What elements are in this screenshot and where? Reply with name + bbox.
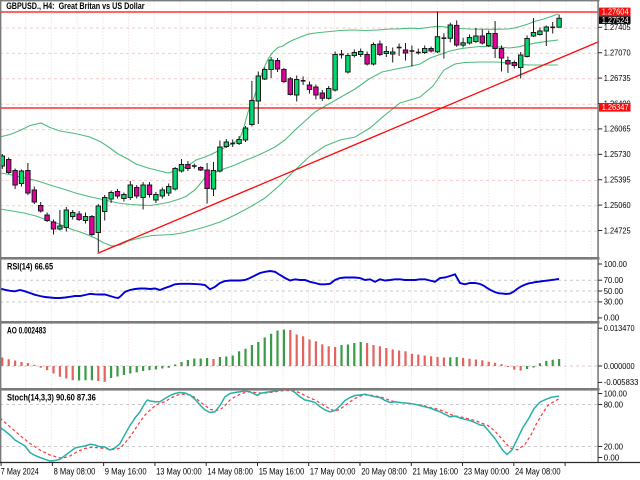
svg-text:1.24725: 1.24725	[604, 226, 631, 235]
svg-text:AO 0.002483: AO 0.002483	[7, 325, 46, 335]
svg-text:80.00: 80.00	[604, 400, 624, 409]
svg-text:-0.005833: -0.005833	[604, 378, 639, 387]
svg-text:23 May 00:00: 23 May 00:00	[464, 466, 510, 476]
svg-text:1.27524: 1.27524	[602, 16, 629, 25]
svg-text:1.27070: 1.27070	[604, 49, 631, 58]
svg-text:0.000000: 0.000000	[604, 362, 635, 371]
svg-text:0.00: 0.00	[604, 314, 620, 323]
svg-text:7 May 2024: 7 May 2024	[1, 466, 39, 476]
svg-text:1.25395: 1.25395	[604, 176, 631, 185]
svg-text:1.27604: 1.27604	[602, 8, 629, 17]
svg-text:50.00: 50.00	[604, 287, 624, 296]
svg-text:1.26347: 1.26347	[602, 103, 629, 112]
svg-text:21 May 16:00: 21 May 16:00	[413, 466, 459, 476]
svg-text:17 May 00:00: 17 May 00:00	[310, 466, 356, 476]
svg-text:14 May 08:00: 14 May 08:00	[207, 466, 253, 476]
svg-text:Stoch(14,3,3) 90.60 87.36: Stoch(14,3,3) 90.60 87.36	[7, 392, 96, 402]
svg-text:24 May 08:00: 24 May 08:00	[515, 466, 561, 476]
svg-text:20 May 08:00: 20 May 08:00	[361, 466, 407, 476]
svg-text:30.00: 30.00	[604, 298, 624, 307]
svg-text:100.00: 100.00	[604, 389, 628, 398]
svg-text:1.27405: 1.27405	[604, 23, 631, 32]
svg-text:1.26735: 1.26735	[604, 74, 631, 83]
svg-text:1.25730: 1.25730	[604, 150, 631, 159]
svg-text:RSI(14) 66.65: RSI(14) 66.65	[7, 261, 53, 271]
svg-text:GBPUSD., H4: Great Britan vs: GBPUSD., H4: Great Britan vs US Dollar	[6, 1, 145, 11]
svg-text:100.00: 100.00	[604, 260, 628, 269]
svg-text:70.00: 70.00	[604, 276, 624, 285]
svg-text:0.013470: 0.013470	[604, 324, 635, 333]
svg-text:13 May 00:00: 13 May 00:00	[156, 466, 202, 476]
svg-text:8 May 08:00: 8 May 08:00	[54, 466, 96, 476]
svg-text:15 May 16:00: 15 May 16:00	[259, 466, 305, 476]
svg-text:20.00: 20.00	[604, 442, 624, 451]
svg-text:0.00: 0.00	[604, 453, 620, 462]
svg-text:1.25060: 1.25060	[604, 201, 631, 210]
svg-text:9 May 16:00: 9 May 16:00	[105, 466, 147, 476]
svg-text:1.26065: 1.26065	[604, 125, 631, 134]
